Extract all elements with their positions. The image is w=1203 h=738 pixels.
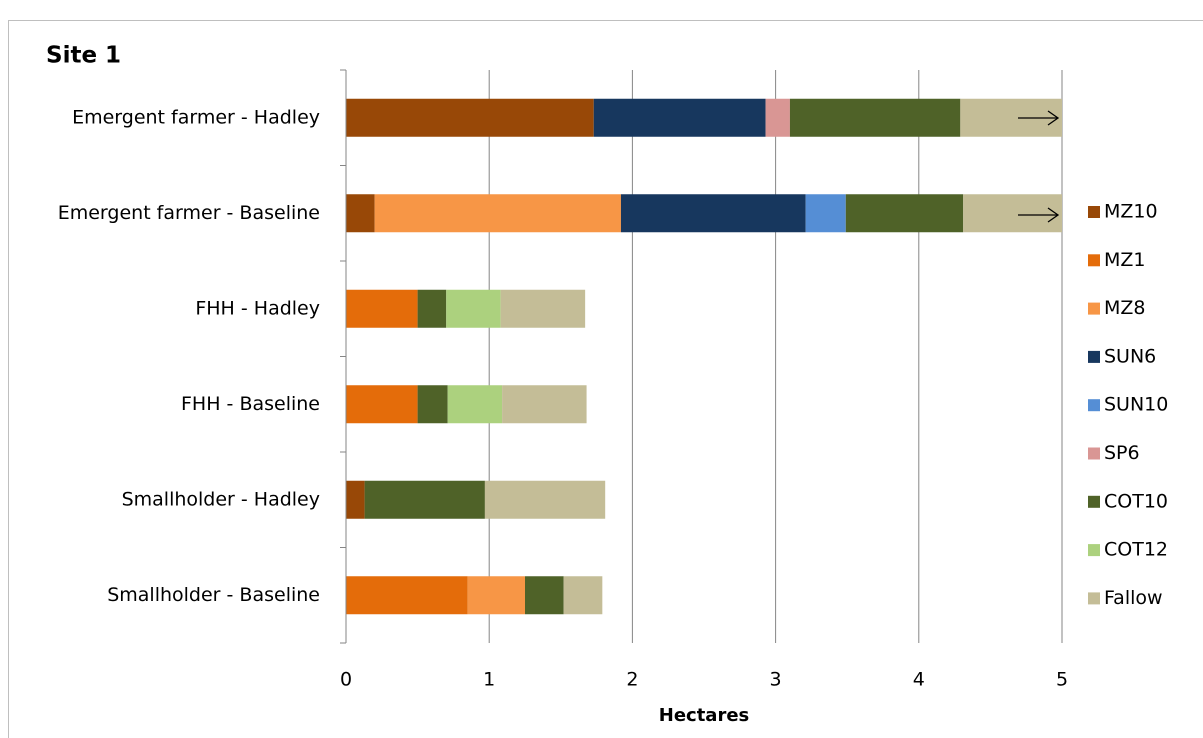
bar-segment [765, 98, 790, 137]
bar-segment [593, 98, 766, 137]
legend-swatch [1088, 399, 1100, 412]
bar-segment [500, 289, 586, 328]
y-tick-label: Emergent farmer - Baseline [58, 202, 320, 224]
legend-label: MZ8 [1104, 297, 1146, 319]
legend-swatch [1088, 592, 1100, 605]
x-axis-label: Hectares [659, 705, 750, 726]
bar-segment [845, 194, 964, 233]
overflow-arrows [1018, 110, 1060, 223]
legend-swatch [1088, 350, 1100, 363]
x-tick-label: 1 [483, 669, 495, 691]
bar-segment [374, 194, 621, 233]
bar-segment [805, 194, 846, 233]
bar-segment [620, 194, 806, 233]
bars [346, 98, 1062, 615]
bar-segment [346, 385, 418, 424]
legend-label: Fallow [1104, 587, 1163, 609]
y-tick-label: FHH - Baseline [181, 393, 320, 415]
arrow [1018, 110, 1060, 126]
chart-title: Site 1 [46, 43, 121, 69]
bar-segment [346, 98, 594, 137]
bar-segment [417, 385, 448, 424]
bar-segment [502, 385, 587, 424]
y-tick-label: Emergent farmer - Hadley [72, 106, 320, 128]
x-tick-label: 5 [1056, 669, 1068, 691]
bar-segment [346, 576, 468, 615]
legend-label: SUN10 [1104, 394, 1168, 416]
bar-segment [789, 98, 961, 137]
bar-segment [963, 194, 1062, 233]
legend-label: MZ1 [1104, 249, 1146, 271]
legend-swatch [1088, 302, 1100, 315]
legend-label: MZ10 [1104, 201, 1158, 223]
x-tick-label: 0 [340, 669, 352, 691]
chart-border [8, 20, 1203, 738]
bar-segment [417, 289, 447, 328]
bar-segment [563, 576, 603, 615]
grid [345, 70, 1063, 643]
bar-segment [364, 480, 485, 519]
bar-segment [525, 576, 564, 615]
y-tick-label: Smallholder - Baseline [107, 584, 320, 606]
bar-segment [346, 289, 418, 328]
y-tick-label: Smallholder - Hadley [122, 488, 320, 510]
x-tick-label: 2 [626, 669, 638, 691]
bar-segment [346, 194, 375, 233]
bar-segment [446, 289, 501, 328]
legend-swatch [1088, 447, 1100, 460]
bar-segment [346, 480, 365, 519]
legend-swatch [1088, 495, 1100, 508]
y-tick-label: FHH - Hadley [195, 297, 320, 319]
legend-label: COT12 [1104, 539, 1168, 561]
x-tick-label: 4 [913, 669, 925, 691]
legend-swatch [1088, 544, 1100, 557]
legend-swatch [1088, 206, 1100, 218]
legend-label: SUN6 [1104, 345, 1156, 367]
bar-segment [467, 576, 525, 615]
legend-swatch [1088, 254, 1100, 267]
x-tick-label: 3 [770, 669, 782, 691]
foreground: 0 1 2 3 4 5 Emergent farmer - Hadley Emergent f… [58, 69, 1168, 691]
arrow [1018, 207, 1060, 223]
legend-label: SP6 [1104, 442, 1140, 464]
bar-segment [484, 480, 606, 519]
bar-segment [447, 385, 503, 424]
legend-label: COT10 [1104, 490, 1168, 512]
